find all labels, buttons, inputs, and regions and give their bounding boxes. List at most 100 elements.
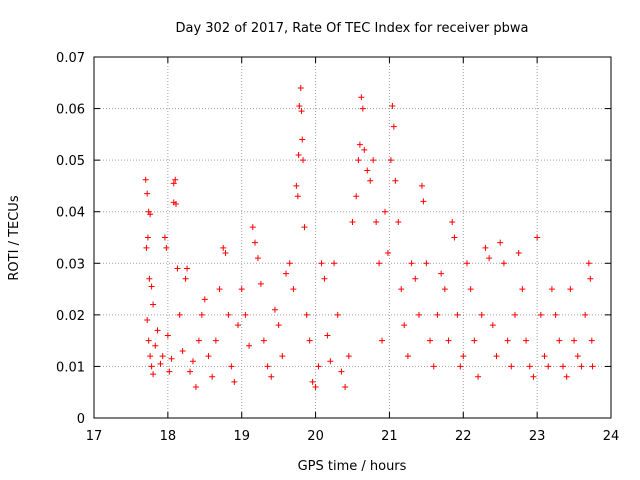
data-point bbox=[279, 353, 286, 360]
data-point bbox=[478, 311, 485, 318]
data-point bbox=[418, 182, 425, 189]
x-axis-label: GPS time / hours bbox=[298, 459, 407, 474]
data-point bbox=[146, 275, 153, 282]
data-point bbox=[389, 102, 396, 109]
data-point bbox=[176, 311, 183, 318]
data-point bbox=[390, 123, 397, 130]
data-point bbox=[174, 265, 181, 272]
data-point bbox=[271, 306, 278, 313]
data-point bbox=[356, 141, 363, 148]
data-point bbox=[395, 219, 402, 226]
data-point bbox=[511, 311, 518, 318]
data-point bbox=[143, 244, 150, 251]
data-point bbox=[318, 260, 325, 267]
data-point bbox=[486, 255, 493, 262]
data-point bbox=[293, 182, 300, 189]
data-point bbox=[398, 286, 405, 293]
data-point bbox=[588, 337, 595, 344]
data-point bbox=[309, 378, 316, 385]
data-point bbox=[519, 286, 526, 293]
data-point bbox=[334, 311, 341, 318]
data-point bbox=[467, 286, 474, 293]
x-tick-label: 21 bbox=[381, 429, 398, 444]
data-point bbox=[298, 108, 305, 115]
y-tick-label: 0.04 bbox=[56, 206, 85, 221]
data-point bbox=[571, 337, 578, 344]
data-point bbox=[201, 296, 208, 303]
data-point bbox=[187, 368, 194, 375]
plot-frame bbox=[93, 56, 612, 419]
data-point bbox=[152, 342, 159, 349]
data-point bbox=[222, 249, 229, 256]
x-tick-label: 18 bbox=[160, 429, 177, 444]
data-point bbox=[290, 286, 297, 293]
data-point bbox=[296, 102, 303, 109]
data-point bbox=[384, 249, 391, 256]
x-tick-label: 19 bbox=[233, 429, 250, 444]
data-point bbox=[324, 332, 331, 339]
data-point bbox=[582, 311, 589, 318]
data-point bbox=[150, 301, 157, 308]
data-point bbox=[295, 151, 302, 158]
data-point bbox=[145, 208, 152, 215]
data-points bbox=[142, 84, 596, 391]
data-point bbox=[147, 211, 154, 218]
data-point bbox=[370, 157, 377, 164]
data-point bbox=[353, 193, 360, 200]
data-point bbox=[526, 363, 533, 370]
data-point bbox=[179, 347, 186, 354]
data-point bbox=[231, 378, 238, 385]
data-point bbox=[306, 337, 313, 344]
data-point bbox=[530, 373, 537, 380]
data-point bbox=[449, 219, 456, 226]
y-tick-label: 0.05 bbox=[56, 154, 85, 169]
data-point bbox=[404, 353, 411, 360]
x-tick-label: 22 bbox=[455, 429, 472, 444]
data-point bbox=[144, 317, 151, 324]
data-point bbox=[401, 322, 408, 329]
data-point bbox=[312, 384, 319, 391]
data-point bbox=[361, 146, 368, 153]
data-point bbox=[373, 219, 380, 226]
data-point bbox=[342, 384, 349, 391]
data-point bbox=[172, 200, 179, 207]
data-point bbox=[216, 286, 223, 293]
data-point bbox=[497, 239, 504, 246]
data-point bbox=[358, 94, 365, 101]
data-point bbox=[412, 275, 419, 282]
data-point bbox=[379, 337, 386, 344]
data-point bbox=[587, 275, 594, 282]
data-point bbox=[463, 260, 470, 267]
data-point bbox=[195, 337, 202, 344]
data-point bbox=[515, 249, 522, 256]
data-point bbox=[157, 360, 164, 367]
data-point bbox=[471, 337, 478, 344]
y-axis-ticks: 0 0.01 0.02 0.03 0.04 0.05 0.06 0.07 bbox=[56, 51, 611, 427]
data-point bbox=[150, 371, 157, 378]
y-axis-label: ROTI / TECUs bbox=[7, 195, 22, 280]
y-tick-label: 0.01 bbox=[56, 360, 85, 375]
data-point bbox=[321, 275, 328, 282]
y-tick-label: 0 bbox=[77, 412, 85, 427]
data-point bbox=[260, 337, 267, 344]
data-point bbox=[182, 275, 189, 282]
x-tick-label: 20 bbox=[307, 429, 324, 444]
data-point bbox=[286, 260, 293, 267]
data-point bbox=[161, 234, 168, 241]
data-point bbox=[489, 322, 496, 329]
data-point bbox=[242, 311, 249, 318]
data-point bbox=[145, 337, 152, 344]
y-tick-label: 0.03 bbox=[56, 257, 85, 272]
data-point bbox=[504, 337, 511, 344]
data-point bbox=[283, 270, 290, 277]
data-point bbox=[392, 177, 399, 184]
data-point bbox=[159, 353, 166, 360]
y-tick-label: 0.07 bbox=[56, 51, 85, 66]
data-point bbox=[574, 353, 581, 360]
data-point bbox=[209, 373, 216, 380]
data-point bbox=[364, 167, 371, 174]
data-point bbox=[345, 353, 352, 360]
data-point bbox=[545, 363, 552, 370]
data-point bbox=[454, 311, 461, 318]
